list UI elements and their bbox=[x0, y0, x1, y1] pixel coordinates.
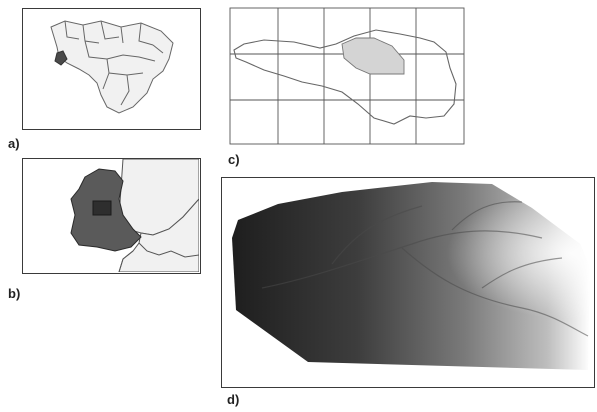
watershed-grid-svg bbox=[229, 7, 465, 145]
dem-svg bbox=[232, 182, 590, 370]
boundary-lines bbox=[118, 242, 199, 272]
highlighted-state bbox=[54, 50, 68, 66]
label-b: b) bbox=[8, 286, 21, 301]
grid-lines bbox=[229, 7, 465, 145]
panel-b-region-map bbox=[22, 158, 201, 274]
country-map-svg bbox=[50, 20, 174, 114]
country-outline bbox=[50, 20, 174, 114]
highlighted-subbasin bbox=[341, 37, 405, 75]
drainage-channels bbox=[261, 201, 589, 337]
label-a: a) bbox=[8, 136, 20, 151]
panel-c-watershed-grid bbox=[224, 4, 470, 150]
dem-highlight bbox=[232, 182, 590, 370]
label-c: c) bbox=[228, 152, 240, 167]
watershed-outline bbox=[233, 29, 457, 125]
label-d: d) bbox=[227, 392, 240, 407]
panel-a-country-map bbox=[22, 8, 201, 130]
study-area-rect bbox=[92, 200, 112, 216]
state-boundaries bbox=[64, 20, 164, 106]
region-map-svg bbox=[70, 159, 199, 272]
neighbor-region-east bbox=[118, 198, 199, 272]
panel-d-elevation-model bbox=[221, 177, 595, 388]
